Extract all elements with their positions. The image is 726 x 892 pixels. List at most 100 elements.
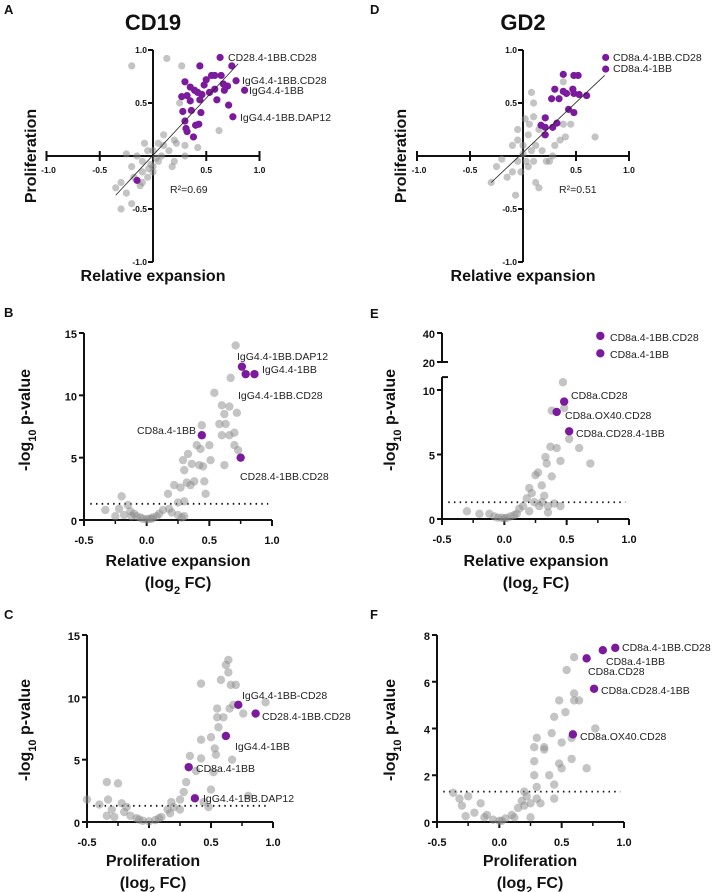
data-point [110, 812, 119, 822]
data-point [556, 136, 564, 144]
x-tick-label: -0.5 [463, 165, 478, 175]
data-point [196, 735, 206, 744]
highlight-point [189, 133, 198, 141]
data-point [556, 501, 565, 511]
data-point [530, 757, 539, 766]
data-point [180, 465, 189, 475]
data-point [140, 139, 149, 147]
data-point [191, 766, 201, 776]
data-point [522, 494, 531, 503]
y-axis-title: Proliferation [393, 109, 410, 203]
highlight-point [568, 730, 578, 739]
x-tick-label: 0.5 [203, 837, 218, 849]
highlight-point [221, 731, 231, 741]
label-part: -log [382, 752, 399, 781]
data-point [190, 477, 199, 486]
x-tick-label: 0.5 [559, 534, 574, 546]
point-annotation: IgG4.4-1BB.DAP12 [203, 793, 294, 805]
highlight-point [240, 86, 249, 94]
data-point [526, 813, 535, 822]
data-point [117, 205, 125, 213]
data-point [224, 668, 233, 677]
highlight-point [541, 131, 549, 139]
data-point [535, 184, 543, 192]
data-point [525, 120, 533, 128]
data-point [95, 800, 104, 809]
label-part: FC) [532, 875, 563, 892]
data-point [564, 434, 574, 444]
data-point [490, 512, 499, 521]
y-tick-label: 8 [424, 631, 430, 643]
y-tick-label: 4 [424, 725, 431, 737]
data-point [552, 443, 561, 453]
subscript: 10 [27, 429, 39, 441]
highlight-point [196, 62, 204, 70]
regression-line [490, 75, 605, 183]
x-axis-title: Proliferation [106, 853, 200, 870]
data-point [206, 733, 216, 742]
highlight-point [596, 349, 605, 358]
label-part: (log [497, 875, 526, 892]
data-point [196, 444, 205, 454]
y-axis-title: -log10 p-value [17, 369, 39, 471]
data-point [582, 764, 591, 773]
data-point [547, 728, 556, 738]
x-tick-label: 1.0 [621, 534, 636, 546]
data-point [497, 513, 507, 522]
data-point [101, 505, 110, 515]
x-axis-unit: (log2 FC) [145, 575, 212, 597]
data-point [455, 794, 464, 803]
data-point [231, 341, 240, 350]
data-point [224, 655, 233, 665]
y-tick-label: 0 [71, 516, 77, 528]
highlight-point [179, 107, 187, 116]
data-point [233, 445, 243, 455]
panel-letter: D [370, 2, 379, 17]
data-point [210, 744, 219, 753]
data-point [134, 815, 144, 824]
label-part: (log [145, 575, 174, 592]
data-point [172, 139, 181, 147]
data-point [219, 713, 228, 722]
y-tick-label: 1.0 [505, 45, 517, 55]
label-part: p-value [17, 369, 34, 430]
x-tick-label: -0.5 [92, 165, 107, 175]
data-point [215, 126, 223, 135]
highlight-point [575, 90, 583, 99]
data-point [562, 665, 571, 675]
highlight-point [559, 397, 569, 406]
data-point [503, 173, 511, 181]
data-point [127, 512, 136, 521]
data-point [144, 173, 152, 181]
data-point [540, 743, 549, 752]
data-point [112, 184, 120, 192]
y-tick-label: -1.0 [502, 257, 517, 267]
highlight-point [181, 78, 189, 86]
data-point [508, 168, 516, 176]
point-annotation: CD8a.4-1BB [196, 763, 255, 775]
highlight-point [553, 119, 561, 127]
data-point [556, 456, 565, 466]
data-point [209, 767, 218, 777]
data-point [168, 163, 176, 171]
data-point [216, 675, 226, 685]
y-tick-label: 5 [71, 454, 77, 466]
highlight-point [213, 96, 221, 104]
data-point [569, 689, 579, 698]
data-point [475, 509, 484, 519]
x-tick-label: -0.5 [78, 837, 97, 849]
highlight-point [589, 684, 599, 693]
data-point [114, 504, 124, 513]
highlight-point [559, 70, 567, 78]
data-point [524, 131, 532, 139]
label-part: (log [503, 575, 532, 592]
label-part: -log [17, 752, 34, 781]
highlight-point [551, 85, 559, 93]
data-point [117, 178, 125, 187]
y-tick-label: -0.5 [132, 204, 147, 214]
data-point [145, 165, 153, 173]
highlight-point [187, 106, 195, 115]
highlight-point [229, 113, 237, 121]
